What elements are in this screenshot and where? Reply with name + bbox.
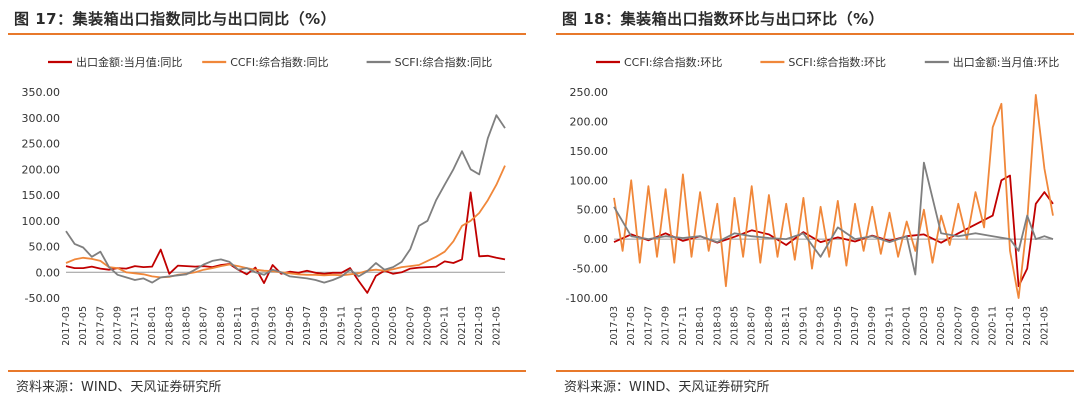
left-chart: 350.00 300.00 250.00 200.00 150.00 100.00 50.0… <box>22 55 506 346</box>
x-tick-label: 2018-03 <box>164 306 175 346</box>
x-tick-label: 2021-01 <box>457 306 468 346</box>
x-tick-label: 2017-03 <box>609 306 620 346</box>
title-divider <box>8 33 526 35</box>
series-line <box>65 114 506 284</box>
x-tick-label: 2019-01 <box>250 306 261 346</box>
x-tick-label: 2018-11 <box>233 306 244 346</box>
legend-label: SCFI:综合指数:环比 <box>788 55 886 69</box>
x-tick-label: 2017-03 <box>61 306 72 346</box>
left-chart-panel: 图 17：集装箱出口指数同比与出口同比（%） 350.00 300.00 250.0… <box>0 0 532 403</box>
x-tick-label: 2017-05 <box>78 306 89 346</box>
x-tick-label: 2020-11 <box>988 306 999 346</box>
x-tick-label: 2017-11 <box>130 306 141 346</box>
x-tick-label: 2018-07 <box>747 306 758 346</box>
x-tick-label: 2021-05 <box>491 306 502 346</box>
y-tick-label: 250.00 <box>22 138 61 151</box>
x-tick-label: 2020-05 <box>936 306 947 346</box>
y-tick-label: 200.00 <box>570 115 609 128</box>
right-source: 资料来源：WIND、天风证券研究所 <box>564 380 770 395</box>
series-line <box>613 94 1054 299</box>
series-line <box>613 161 1054 276</box>
x-tick-label: 2017-09 <box>113 306 124 346</box>
x-tick-label: 2020-01 <box>902 306 913 346</box>
x-tick-label: 2018-11 <box>781 306 792 346</box>
y-tick-label: 0.00 <box>584 233 609 246</box>
y-tick-label: 150.00 <box>22 189 61 202</box>
right-chart-panel: 图 18：集装箱出口指数环比与出口环比（%） 250.00 200.00 150.0… <box>548 0 1080 403</box>
left-chart-title: 图 17：集装箱出口指数同比与出口同比（%） <box>14 10 337 28</box>
x-tick-label: 2020-07 <box>953 306 964 346</box>
legend-label: CCFI:综合指数:环比 <box>624 55 722 69</box>
x-tick-label: 2020-01 <box>354 306 365 346</box>
x-tick-label: 2019-09 <box>319 306 330 346</box>
legend-label: 出口金额:当月值:同比 <box>76 55 182 69</box>
series-line <box>65 165 506 279</box>
source-divider <box>556 370 1074 372</box>
x-tick-label: 2017-11 <box>678 306 689 346</box>
x-tick-label: 2018-03 <box>712 306 723 346</box>
x-tick-label: 2020-11 <box>440 306 451 346</box>
x-tick-label: 2018-05 <box>730 306 741 346</box>
legend: CCFI:综合指数:环比 SCFI:综合指数:环比 出口金额:当月值:环比 <box>596 55 1059 69</box>
x-tick-label: 2017-07 <box>95 306 106 346</box>
x-tick-label: 2019-03 <box>268 306 279 346</box>
y-tick-label: -50.00 <box>25 292 60 305</box>
x-tick-label: 2017-05 <box>626 306 637 346</box>
x-tick-label: 2020-09 <box>971 306 982 346</box>
x-tick-label: 2021-03 <box>1022 306 1033 346</box>
series-line <box>65 191 506 294</box>
y-tick-label: 0.00 <box>36 266 61 279</box>
x-tick-label: 2017-07 <box>643 306 654 346</box>
legend-label: 出口金额:当月值:环比 <box>953 55 1059 69</box>
x-tick-label: 2019-07 <box>302 306 313 346</box>
source-divider <box>8 370 526 372</box>
legend-label: CCFI:综合指数:同比 <box>230 55 328 69</box>
x-tick-label: 2018-01 <box>695 306 706 346</box>
y-tick-label: 250.00 <box>570 86 609 99</box>
x-tick-label: 2019-07 <box>850 306 861 346</box>
y-tick-label: -50.00 <box>573 263 608 276</box>
x-tick-label: 2020-07 <box>405 306 416 346</box>
x-tick-label: 2018-09 <box>764 306 775 346</box>
x-tick-label: 2018-01 <box>147 306 158 346</box>
x-tick-label: 2019-03 <box>816 306 827 346</box>
y-tick-label: 300.00 <box>22 112 61 125</box>
right-chart-title: 图 18：集装箱出口指数环比与出口环比（%） <box>562 10 885 28</box>
y-tick-label: 50.00 <box>577 204 609 217</box>
y-tick-label: 350.00 <box>22 86 61 99</box>
x-tick-label: 2019-05 <box>285 306 296 346</box>
y-tick-label: 100.00 <box>22 215 61 228</box>
x-tick-label: 2020-03 <box>371 306 382 346</box>
y-tick-label: -100.00 <box>566 292 608 305</box>
x-tick-label: 2018-05 <box>182 306 193 346</box>
x-tick-label: 2019-11 <box>884 306 895 346</box>
y-tick-label: 150.00 <box>570 145 609 158</box>
y-tick-label: 200.00 <box>22 163 61 176</box>
x-tick-label: 2018-07 <box>199 306 210 346</box>
right-chart: 250.00 200.00 150.00 100.00 50.00 0.00 -50.00 -… <box>566 55 1060 346</box>
title-divider <box>556 33 1074 35</box>
y-tick-label: 50.00 <box>29 241 61 254</box>
x-tick-label: 2017-09 <box>661 306 672 346</box>
x-tick-label: 2020-09 <box>423 306 434 346</box>
x-tick-label: 2019-01 <box>798 306 809 346</box>
left-source: 资料来源：WIND、天风证券研究所 <box>16 380 222 395</box>
x-tick-label: 2020-05 <box>388 306 399 346</box>
x-tick-label: 2021-05 <box>1039 306 1050 346</box>
x-tick-label: 2019-11 <box>336 306 347 346</box>
x-tick-label: 2021-03 <box>474 306 485 346</box>
x-tick-label: 2020-03 <box>919 306 930 346</box>
x-tick-label: 2019-09 <box>867 306 878 346</box>
legend: 出口金额:当月值:同比 CCFI:综合指数:同比 SCFI:综合指数:同比 <box>48 55 492 69</box>
legend-label: SCFI:综合指数:同比 <box>395 55 493 69</box>
x-tick-label: 2021-01 <box>1005 306 1016 346</box>
x-tick-label: 2019-05 <box>833 306 844 346</box>
y-tick-label: 100.00 <box>570 174 609 187</box>
x-tick-label: 2018-09 <box>216 306 227 346</box>
